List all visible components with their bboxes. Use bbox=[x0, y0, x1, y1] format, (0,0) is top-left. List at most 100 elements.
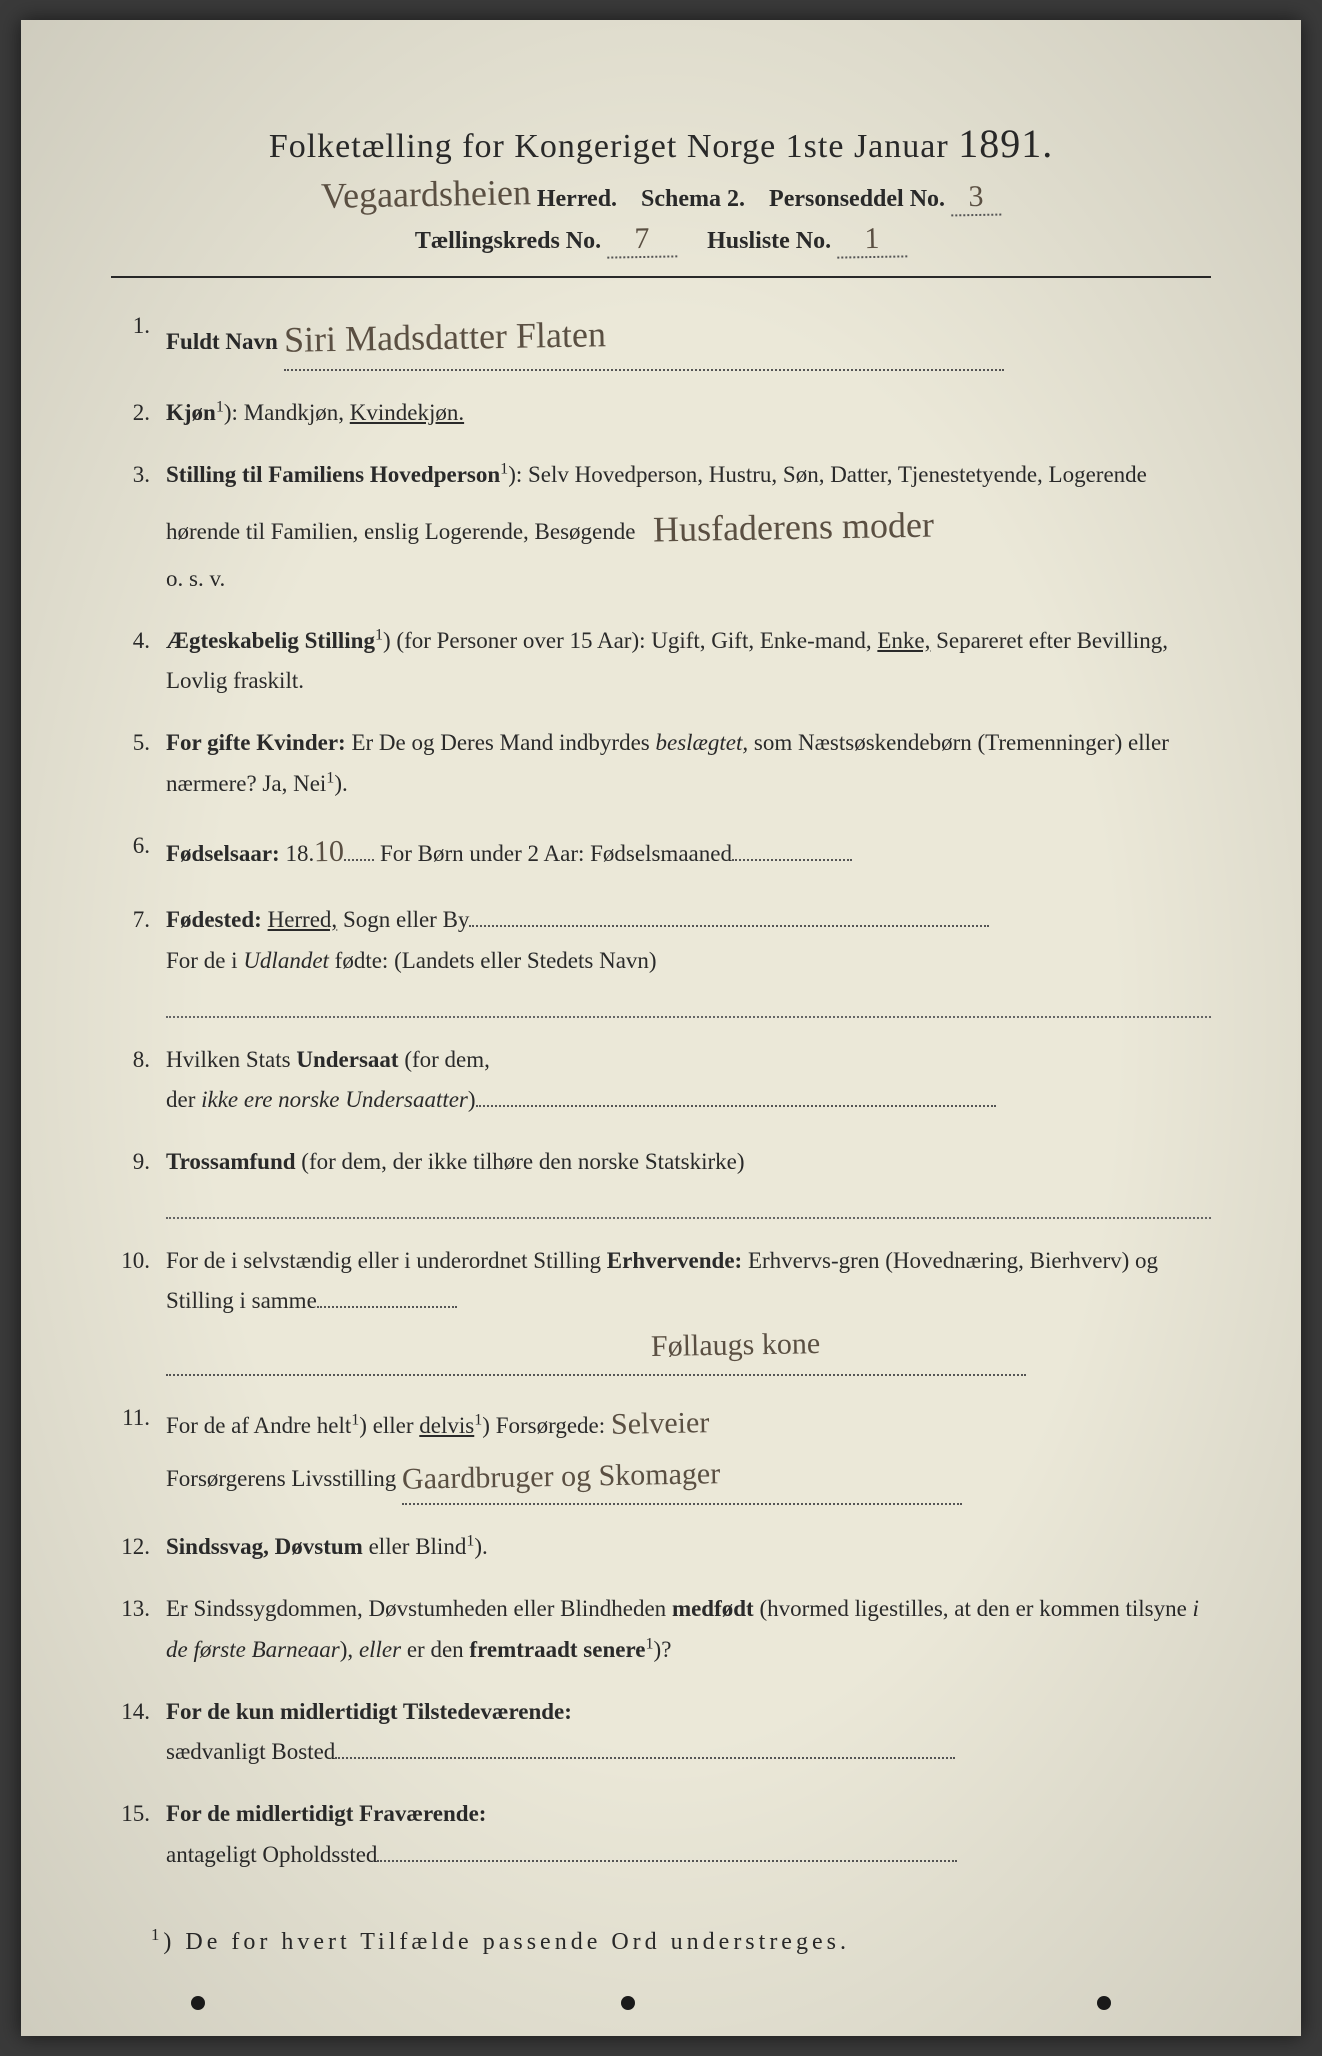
q6-value: 10 bbox=[314, 825, 345, 878]
q7-u: Herred, bbox=[268, 907, 338, 932]
q15-dot bbox=[377, 1860, 957, 1862]
q8-dot bbox=[476, 1105, 996, 1107]
q11: 11. For de af Andre helt1) eller delvis1… bbox=[111, 1398, 1211, 1505]
q13-tail: )? bbox=[654, 1637, 672, 1662]
q1-label: Fuldt Navn bbox=[166, 329, 278, 354]
q5-tail: ). bbox=[334, 771, 347, 796]
q1-value: Siri Madsdatter Flaten bbox=[283, 303, 606, 372]
meta-line-2: Tællingskreds No. 7 Husliste No. 1 bbox=[111, 222, 1211, 258]
q5-t1: Er De og Deres Mand indbyrdes bbox=[346, 730, 656, 755]
q9-dot bbox=[166, 1182, 1211, 1219]
q6-label: Fødselsaar: bbox=[166, 841, 280, 866]
title-text: Folketælling for Kongeriget Norge 1ste J… bbox=[269, 128, 949, 165]
q8-i: ikke ere norske Undersaatter bbox=[201, 1087, 468, 1112]
q8: 8. Hvilken Stats Undersaat (for dem, der… bbox=[111, 1040, 1211, 1121]
q14-dot bbox=[335, 1757, 955, 1759]
schema-label: Schema 2. bbox=[641, 186, 745, 212]
q15-body: For de midlertidigt Fraværende: antageli… bbox=[166, 1794, 1211, 1875]
q10-dot1 bbox=[317, 1306, 457, 1308]
form-header: Folketælling for Kongeriget Norge 1ste J… bbox=[111, 120, 1211, 258]
herred-label: Herred. bbox=[537, 186, 617, 212]
q6-body: Fødselsaar: 18.10 For Børn under 2 Aar: … bbox=[166, 826, 1211, 879]
punch-hole bbox=[191, 1996, 205, 2010]
herred-handwritten: Vegaardsheien bbox=[321, 171, 532, 217]
q14-num: 14. bbox=[111, 1692, 166, 1732]
q6-num: 6. bbox=[111, 826, 166, 866]
q7-t1: Sogn eller By bbox=[337, 907, 469, 932]
q4-num: 4. bbox=[111, 621, 166, 661]
q11-v2: Gaardbruger og Skomager bbox=[402, 1448, 721, 1506]
q4: 4. Ægteskabelig Stilling1) (for Personer… bbox=[111, 621, 1211, 702]
q5: 5. For gifte Kvinder: Er De og Deres Man… bbox=[111, 723, 1211, 804]
q9-t: (for dem, der ikke tilhøre den norske St… bbox=[296, 1149, 745, 1174]
q7-dot2 bbox=[166, 981, 1211, 1018]
q3-osv: o. s. v. bbox=[166, 566, 225, 591]
q7-body: Fødested: Herred, Sogn eller By For de i… bbox=[166, 900, 1211, 1017]
q7-t3: fødte: (Landets eller Stedets Navn) bbox=[329, 948, 657, 973]
footnote: 1) De for hvert Tilfælde passende Ord un… bbox=[111, 1925, 1211, 1956]
q3: 3. Stilling til Familiens Hovedperson1):… bbox=[111, 455, 1211, 599]
q11-t4: Forsørgerens Livsstilling bbox=[166, 1466, 396, 1491]
q5-label: For gifte Kvinder: bbox=[166, 730, 346, 755]
q10-dot2: Føllaugs kone bbox=[166, 1322, 1026, 1377]
q6: 6. Fødselsaar: 18.10 For Børn under 2 Aa… bbox=[111, 826, 1211, 879]
q15-t: antageligt Opholdssted bbox=[166, 1842, 377, 1867]
q6-pre: 18. bbox=[280, 841, 315, 866]
q6-dot bbox=[344, 859, 374, 861]
q13-num: 13. bbox=[111, 1589, 166, 1629]
q9-body: Trossamfund (for dem, der ikke tilhøre d… bbox=[166, 1142, 1211, 1219]
q9-label: Trossamfund bbox=[166, 1149, 296, 1174]
q4-t1: ) (for Personer over 15 Aar): Ugift, Gif… bbox=[383, 628, 877, 653]
q8-t4: ) bbox=[468, 1087, 476, 1112]
q8-t1: Hvilken Stats bbox=[166, 1047, 296, 1072]
q13-t1: Er Sindssygdommen, Døvstumheden eller Bl… bbox=[166, 1596, 672, 1621]
q13-t2: (hvormed ligestilles, at den er kommen t… bbox=[754, 1596, 1193, 1621]
q10-value: Føllaugs kone bbox=[371, 1318, 821, 1378]
q1-value-line: Siri Madsdatter Flaten bbox=[284, 306, 1004, 371]
q8-label: Undersaat bbox=[296, 1047, 398, 1072]
q14-body: For de kun midlertidigt Tilstedeværende:… bbox=[166, 1692, 1211, 1773]
q2-num: 2. bbox=[111, 393, 166, 433]
q3-label: Stilling til Familiens Hovedperson bbox=[166, 462, 500, 487]
meta-line-1: Vegaardsheien Herred. Schema 2. Personse… bbox=[111, 173, 1211, 216]
q11-v1: Selveier bbox=[610, 1397, 709, 1451]
question-list: 1. Fuldt Navn Siri Madsdatter Flaten 2. … bbox=[111, 306, 1211, 1875]
q7-label: Fødested: bbox=[166, 907, 262, 932]
personseddel-label: Personseddel No. bbox=[769, 186, 945, 212]
tkreds-no: 7 bbox=[607, 221, 678, 258]
q11-t2: ) eller bbox=[359, 1413, 419, 1438]
q2-label: Kjøn bbox=[166, 400, 216, 425]
q7-t2: For de i bbox=[166, 948, 243, 973]
husliste-no: 1 bbox=[837, 221, 908, 258]
q4-label: Ægteskabelig Stilling bbox=[166, 628, 375, 653]
q3-sup: 1 bbox=[500, 461, 508, 478]
q11-t3: ) Forsørgede: bbox=[482, 1413, 605, 1438]
q5-num: 5. bbox=[111, 723, 166, 763]
q15: 15. For de midlertidigt Fraværende: anta… bbox=[111, 1794, 1211, 1875]
punch-hole bbox=[621, 1996, 635, 2010]
q1-body: Fuldt Navn Siri Madsdatter Flaten bbox=[166, 306, 1211, 371]
fn-text: ) De for hvert Tilfælde passende Ord und… bbox=[163, 1929, 850, 1955]
fn-sup: 1 bbox=[151, 1925, 163, 1944]
q6-t2: For Børn under 2 Aar: Fødselsmaaned bbox=[374, 841, 732, 866]
q10-num: 10. bbox=[111, 1241, 166, 1281]
q11-t1: For de af Andre helt bbox=[166, 1413, 351, 1438]
personseddel-no: 3 bbox=[951, 180, 1002, 217]
q12: 12. Sindssvag, Døvstum eller Blind1). bbox=[111, 1527, 1211, 1567]
form-title: Folketælling for Kongeriget Norge 1ste J… bbox=[111, 120, 1211, 167]
q7-num: 7. bbox=[111, 900, 166, 940]
census-form-page: Folketælling for Kongeriget Norge 1ste J… bbox=[21, 20, 1301, 2036]
punch-hole bbox=[1097, 1996, 1111, 2010]
q7-i: Udlandet bbox=[243, 948, 329, 973]
q15-num: 15. bbox=[111, 1794, 166, 1834]
title-year: 1891. bbox=[958, 121, 1053, 166]
q1-num: 1. bbox=[111, 306, 166, 346]
q2-underlined: Kvindekjøn. bbox=[350, 400, 464, 425]
q3-body: Stilling til Familiens Hovedperson1): Se… bbox=[166, 455, 1211, 599]
q15-label: For de midlertidigt Fraværende: bbox=[166, 1801, 486, 1826]
q11-num: 11. bbox=[111, 1398, 166, 1438]
q2-t1: ): Mandkjøn, bbox=[224, 400, 350, 425]
q11-dot: Gaardbruger og Skomager bbox=[402, 1451, 962, 1506]
q12-body: Sindssvag, Døvstum eller Blind1). bbox=[166, 1527, 1211, 1567]
q10-label: Erhvervende: bbox=[607, 1248, 742, 1273]
